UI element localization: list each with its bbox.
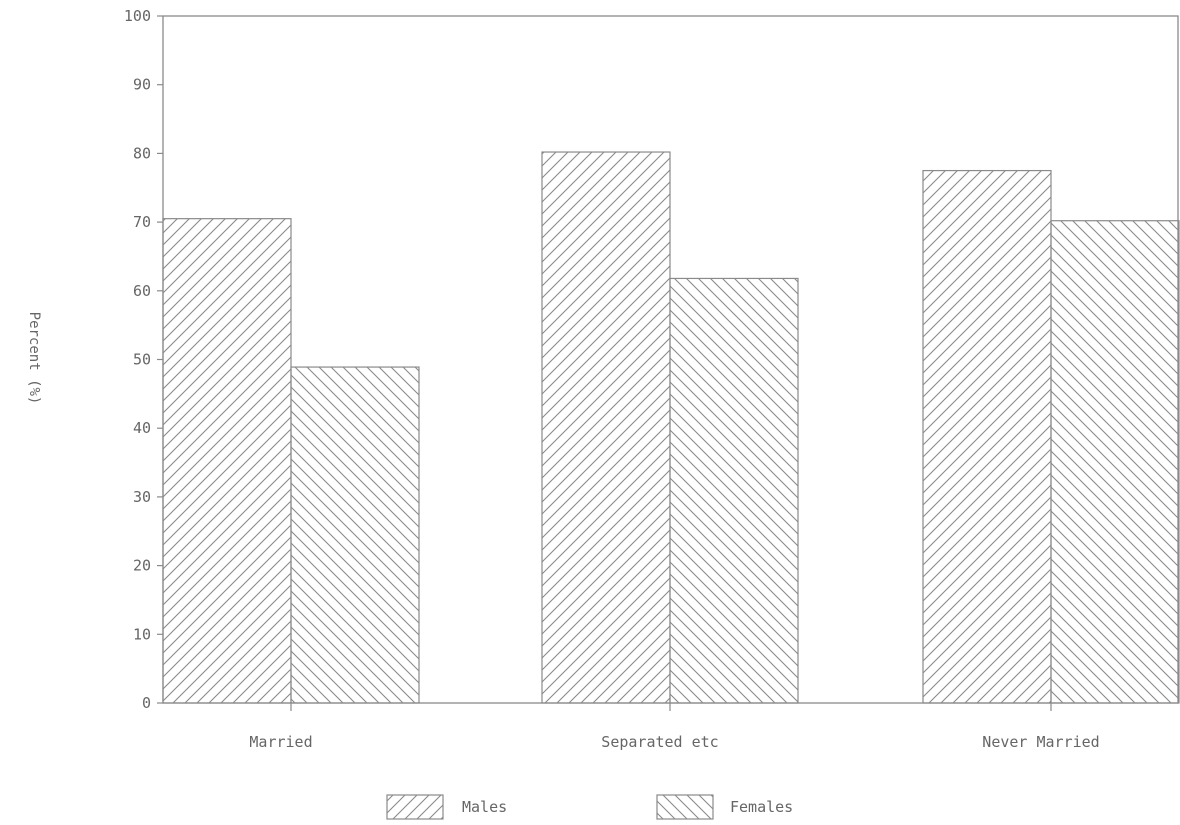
y-axis-label: Percent (%) [26, 312, 42, 405]
legend: Males Females [386, 794, 793, 820]
bar-males-1 [541, 151, 671, 704]
y-tick-label: 100 [124, 7, 151, 25]
legend-label-females: Females [730, 798, 793, 816]
x-category-label: Married [249, 733, 312, 751]
y-tick-label: 0 [142, 694, 151, 712]
x-category-label: Never Married [982, 733, 1099, 751]
y-tick-label: 20 [133, 557, 151, 575]
plot-area: 0 10 20 30 40 50 60 70 80 90 100 Married Separated e… [124, 7, 1180, 751]
y-tick-label: 10 [133, 625, 151, 643]
y-tick-label: 60 [133, 282, 151, 300]
y-tick-label: 80 [133, 144, 151, 162]
bar-males-0 [162, 218, 292, 704]
bar-females-0 [290, 366, 420, 704]
legend-swatch-females [656, 794, 714, 820]
legend-swatch-males [386, 794, 444, 820]
y-tick-label: 30 [133, 488, 151, 506]
bar-females-2 [1050, 220, 1180, 704]
bar-males-2 [922, 169, 1052, 704]
legend-label-males: Males [462, 798, 507, 816]
bar-females-1 [669, 277, 799, 704]
y-tick-label: 40 [133, 419, 151, 437]
y-tick-label: 50 [133, 351, 151, 369]
y-tick-label: 90 [133, 76, 151, 94]
y-tick-label: 70 [133, 213, 151, 231]
x-category-label: Separated etc [601, 733, 718, 751]
